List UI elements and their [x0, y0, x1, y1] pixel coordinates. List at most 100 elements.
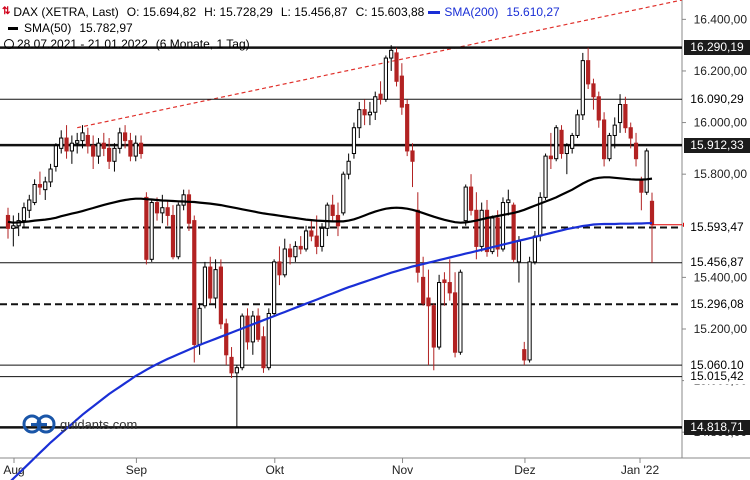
candle-body: [213, 269, 218, 299]
x-tick-label: Sep: [126, 463, 148, 477]
candle-body: [575, 114, 580, 136]
candle-body: [426, 297, 431, 307]
candle-body: [138, 142, 144, 155]
level-price-label: 16.090,29: [684, 91, 750, 107]
candle-body: [91, 145, 96, 157]
candle-body: [421, 276, 426, 304]
level-price-label: 15.060,10: [684, 357, 750, 373]
candle-body: [405, 104, 410, 152]
level-price-label: 15.296,08: [684, 296, 750, 312]
candle-body: [37, 183, 43, 188]
candle-body: [468, 186, 474, 211]
candle-body: [351, 127, 357, 155]
candle-body: [623, 104, 628, 129]
candle-body: [272, 261, 277, 315]
candle-body: [298, 245, 303, 250]
candle-body: [633, 142, 639, 160]
candle-body: [149, 202, 154, 260]
candle-body: [117, 132, 122, 149]
candle-body: [484, 209, 490, 253]
guidants-logo-icon: [22, 414, 56, 434]
candle-body: [303, 230, 309, 250]
candle-body: [122, 132, 128, 142]
date-range[interactable]: 28.07.2021 - 21.01.2022: [17, 37, 148, 51]
candle-body: [527, 261, 532, 361]
legend-row-range[interactable]: 28.07.2021 - 21.01.2022 (6 Monate, 1 Tag…: [2, 36, 560, 52]
sma200-value: 15.610,27: [506, 5, 560, 19]
candle-body: [64, 137, 69, 152]
level-price-label: 15.015,42: [684, 369, 750, 385]
candle-body: [442, 279, 447, 284]
range-detail: (6 Monate, 1 Tag): [155, 37, 250, 51]
candle-body: [522, 349, 527, 361]
candle-body: [229, 356, 234, 374]
candle-body: [59, 137, 64, 149]
candle-body: [144, 196, 149, 260]
candle-body: [474, 209, 479, 247]
candle-body: [218, 266, 223, 325]
candle-body: [410, 150, 415, 162]
candle-body: [649, 200, 655, 226]
candle-body: [69, 142, 74, 152]
close-value: C: 15.603,88: [355, 5, 425, 19]
candle-body: [415, 209, 420, 273]
candle-body: [596, 96, 601, 121]
candle-body: [282, 248, 287, 276]
candle-body: [101, 142, 106, 149]
candle-body: [208, 266, 213, 299]
x-tick-label: Dez: [514, 463, 535, 477]
candle-body: [32, 183, 37, 204]
candle-body: [399, 75, 404, 108]
candle-body: [133, 142, 138, 157]
candle-body: [43, 181, 48, 191]
candle-body: [463, 186, 468, 222]
candle-body: [564, 145, 569, 155]
level-price-label: 16.290,19: [684, 40, 750, 56]
candle-body: [378, 93, 383, 100]
candle-body: [277, 261, 282, 276]
clock-icon: [4, 39, 14, 49]
candle-body: [458, 271, 463, 353]
candle-body: [170, 214, 176, 258]
sma50-line: [7, 176, 653, 224]
level-price-label: 15.912,33: [684, 137, 750, 153]
candle-body: [160, 207, 165, 214]
candle-body: [346, 160, 351, 175]
candle-body: [452, 292, 458, 353]
candle-body: [53, 145, 59, 167]
candle-body: [516, 240, 522, 263]
candle-body: [532, 235, 538, 263]
candle-body: [48, 168, 53, 183]
candle-body: [165, 207, 170, 216]
sma50-swatch: [8, 26, 18, 30]
candle-body: [506, 199, 511, 204]
guidants-logo: guidants.com: [22, 413, 137, 435]
candle-body: [192, 220, 197, 345]
sma200-swatch: [428, 10, 441, 14]
resistance-trendline: [77, 0, 683, 129]
candle-body: [500, 202, 506, 250]
candle-body: [554, 127, 559, 160]
candle-body: [128, 140, 133, 157]
candle-body: [394, 52, 399, 82]
instrument-label: DAX (XETRA, Last): [13, 5, 119, 19]
candle-body: [644, 150, 649, 193]
candle-body: [96, 142, 101, 157]
candle-body: [639, 178, 644, 193]
candle-body: [601, 119, 607, 160]
sma50-value: 15.782,97: [79, 21, 133, 35]
candle-body: [309, 230, 314, 237]
candle-body: [495, 217, 500, 250]
candle-body: [287, 248, 293, 258]
y-tick-label: 16.400,00: [694, 12, 748, 26]
level-price-label: 15.456,87: [684, 255, 750, 271]
low-value: L: 15.456,87: [280, 5, 348, 19]
candle-body: [570, 134, 575, 149]
candle-body: [437, 282, 442, 348]
candle-body: [543, 155, 548, 198]
candle-body: [367, 111, 373, 116]
candle-body: [607, 134, 612, 160]
